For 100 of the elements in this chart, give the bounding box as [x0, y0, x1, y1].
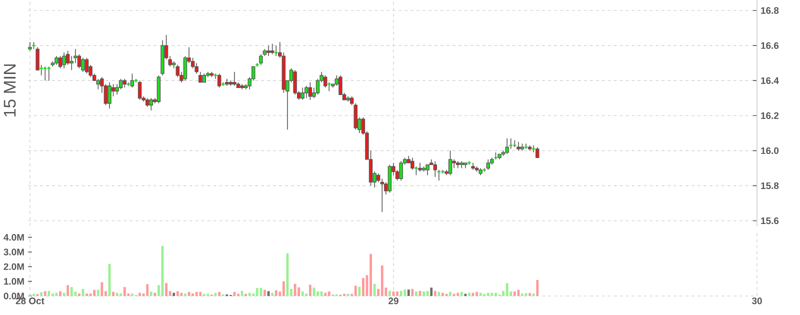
- y-tick-label: 4.0M: [4, 234, 24, 241]
- candlestick: [274, 45, 278, 56]
- bar: [513, 291, 516, 296]
- bar: [426, 290, 429, 296]
- candlestick: [149, 98, 154, 111]
- bar: [199, 292, 202, 296]
- x-tick-label: 28 Oct: [16, 298, 44, 304]
- bar: [308, 284, 312, 296]
- bar: [172, 292, 176, 296]
- bar: [380, 265, 384, 296]
- candlestick: [28, 42, 32, 52]
- bar: [404, 290, 406, 296]
- bar: [48, 290, 50, 296]
- bar: [460, 292, 463, 296]
- bar: [396, 291, 398, 296]
- y-tick-label: 15.6: [761, 217, 779, 224]
- bar: [96, 290, 100, 296]
- y-tick-label: 0.0M: [4, 292, 24, 300]
- candlestick: [58, 56, 62, 69]
- candlestick: [300, 87, 304, 100]
- bar: [316, 291, 319, 296]
- bar: [150, 292, 152, 296]
- candlestick: [130, 73, 134, 88]
- candlestick: [42, 66, 48, 81]
- candlestick: [308, 82, 312, 100]
- bar: [456, 292, 460, 296]
- bar: [274, 290, 278, 296]
- bar: [123, 287, 126, 296]
- bar: [44, 291, 46, 296]
- bar: [195, 292, 198, 296]
- y-tick-label: 16.8: [761, 7, 779, 14]
- y-tick-label: 16.6: [761, 42, 779, 49]
- x-tick-label: 30: [752, 298, 762, 304]
- candlestick: [266, 45, 270, 56]
- y-tick-label: 16.0: [761, 147, 779, 154]
- candlestick: [536, 146, 540, 158]
- bar: [180, 292, 183, 296]
- bar: [298, 287, 300, 296]
- candlestick: [448, 150, 452, 176]
- bar: [59, 291, 62, 296]
- bar: [218, 292, 220, 296]
- candlestick: [304, 85, 308, 99]
- bar: [93, 290, 96, 296]
- bar: [40, 292, 43, 296]
- candlestick: [505, 138, 509, 155]
- candlestick: [217, 73, 222, 88]
- y-tick-label: 2.0M: [4, 263, 24, 270]
- bar: [388, 290, 391, 296]
- bar: [506, 283, 508, 296]
- candlestick: [232, 71, 236, 86]
- bar: [411, 288, 414, 296]
- bar: [373, 284, 376, 296]
- bar: [271, 292, 274, 296]
- candlestick: [270, 43, 274, 55]
- bar: [415, 291, 418, 296]
- y-tick-label: 3.0M: [4, 248, 24, 256]
- bar: [490, 292, 494, 296]
- candlestick: [96, 78, 100, 90]
- bar: [248, 292, 251, 296]
- bar: [528, 293, 532, 296]
- candlestick: [46, 66, 52, 81]
- bar: [324, 292, 327, 296]
- candlestick: [62, 52, 66, 69]
- bar: [328, 291, 330, 296]
- bar: [301, 291, 304, 296]
- bar: [112, 292, 114, 296]
- candlestick: [524, 143, 528, 150]
- bar: [165, 283, 168, 296]
- x-tick-label: 29: [388, 298, 398, 304]
- candlestick: [81, 57, 85, 72]
- bar: [442, 292, 444, 296]
- candlestick: [426, 164, 430, 176]
- bar: [256, 288, 258, 296]
- candlestick: [354, 102, 358, 130]
- bar: [354, 286, 357, 296]
- candlestick: [399, 160, 403, 181]
- y-tick-label: 15.8: [761, 182, 779, 190]
- y-tick-label: 1.0M: [4, 278, 24, 285]
- bar: [370, 254, 372, 296]
- bar: [494, 292, 497, 296]
- bar: [138, 292, 141, 296]
- candlestick: [433, 160, 438, 178]
- bar: [468, 292, 470, 296]
- bar: [362, 278, 364, 296]
- bar: [407, 290, 410, 296]
- bar: [264, 290, 266, 296]
- bar: [400, 290, 402, 296]
- candlestick: [138, 80, 142, 100]
- bar: [358, 286, 361, 296]
- bar: [176, 291, 179, 296]
- y-axis-title: 15 MIN: [4, 64, 16, 116]
- bar: [282, 281, 285, 296]
- candlestick: [84, 57, 89, 74]
- candlestick: [380, 178, 384, 212]
- candlestick: [323, 74, 328, 88]
- bar: [422, 291, 425, 296]
- candlestick: [198, 71, 202, 83]
- bar: [438, 292, 440, 296]
- bar: [536, 280, 539, 296]
- bar: [66, 285, 70, 296]
